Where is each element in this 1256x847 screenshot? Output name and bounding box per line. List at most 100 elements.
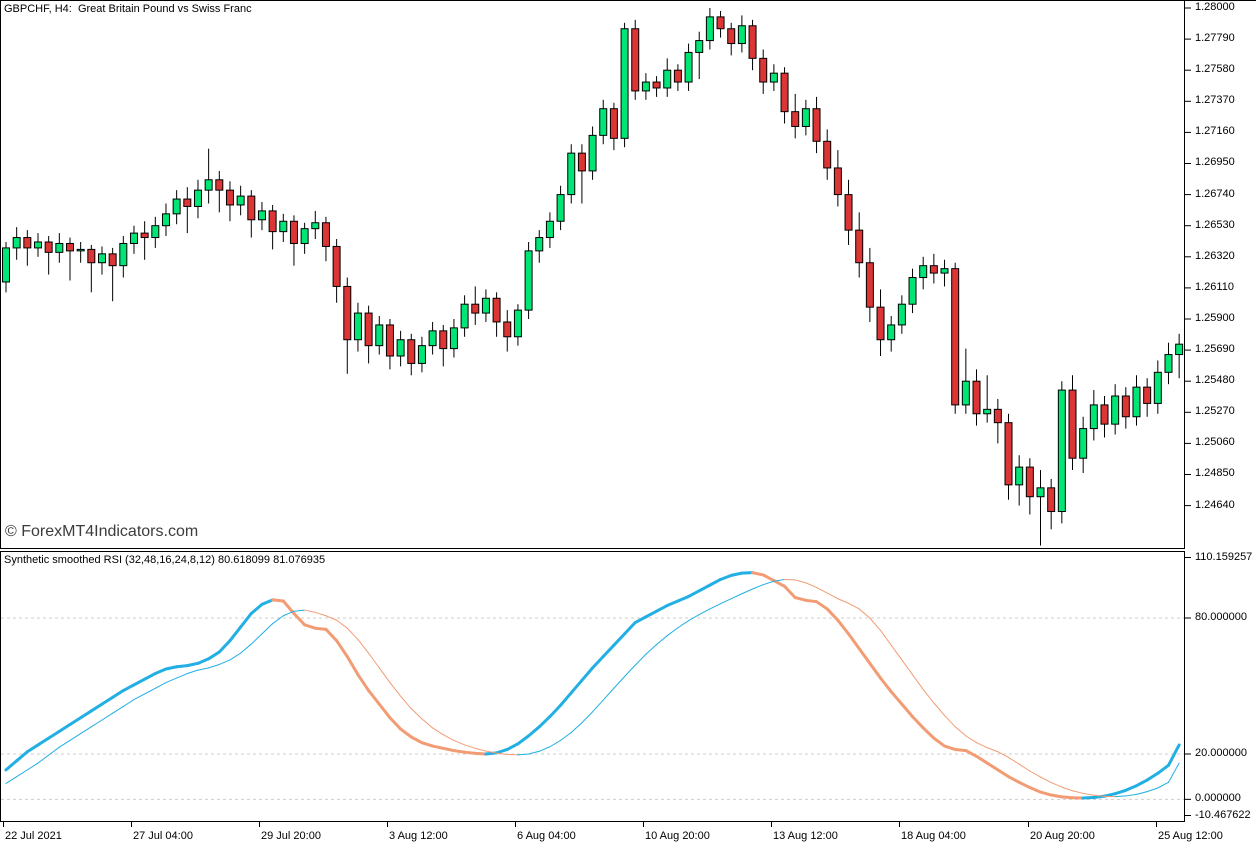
rsi-main-segment [879, 676, 893, 694]
rsi-signal-segment [944, 714, 956, 728]
rsi-signal-segment [912, 674, 924, 690]
rsi-signal-segment [314, 611, 327, 617]
rsi-main-segment [4, 759, 19, 772]
rsi-signal-segment [837, 598, 850, 604]
rsi-signal-segment [1125, 793, 1137, 797]
price-axis[interactable]: 1.28000 1.27790 1.27580 1.27370 1.27160 1.269… [1185, 0, 1256, 822]
rsi-signal-segment [346, 627, 359, 641]
bull-candle [513, 309, 522, 338]
time-axis-label: 25 Aug 12:00 [1158, 830, 1223, 842]
rsi-main-segment [751, 571, 765, 577]
bear-candle [183, 198, 192, 207]
bull-candle [769, 72, 778, 83]
rsi-main-segment [783, 584, 797, 600]
rsi-signal-segment [176, 673, 188, 679]
rsi-main-segment [623, 621, 637, 636]
rsi-main-segment [932, 736, 947, 748]
indicator-axis-label: 110.159257 [1195, 550, 1253, 563]
bear-candle [1047, 487, 1056, 513]
rsi-main-segment [249, 602, 264, 615]
rsi-main-segment [591, 655, 605, 670]
bull-candle [908, 277, 917, 305]
price-axis-label: 1.27160 [1195, 125, 1235, 138]
rsi-main-segment [143, 672, 157, 681]
rsi-signal-segment [1157, 781, 1169, 789]
rsi-main-segment [79, 709, 93, 720]
rsi-signal-segment [645, 644, 658, 655]
rsi-main-segment [409, 735, 424, 745]
time-axis-label: 13 Aug 12:00 [773, 830, 838, 842]
rsi-main-segment [612, 632, 627, 647]
rsi-main-segment [985, 761, 1000, 772]
bull-candle [545, 220, 554, 239]
bull-candle [460, 303, 469, 329]
main-chart-panel[interactable] [0, 0, 1185, 549]
rsi-main-segment [1028, 786, 1043, 794]
price-axis-label: 1.27370 [1195, 94, 1235, 107]
rsi-main-segment [228, 625, 243, 643]
rsi-signal-segment [773, 578, 786, 582]
rsi-signal-segment [432, 727, 444, 736]
indicator-panel[interactable] [0, 552, 1185, 822]
rsi-signal-segment [240, 643, 252, 654]
bull-candle [119, 242, 128, 267]
rsi-signal-segment [154, 682, 167, 689]
rsi-main-segment [271, 598, 285, 603]
indicator-axis-label: 20.000000 [1195, 747, 1247, 759]
rsi-main-segment [185, 661, 200, 668]
rsi-main-segment [36, 736, 51, 747]
bear-candle [215, 179, 224, 191]
bear-candle [343, 285, 352, 341]
rsi-main-segment [687, 589, 701, 598]
time-axis-label: 20 Aug 20:00 [1030, 830, 1095, 842]
bull-candle [940, 268, 949, 274]
price-axis-label: 1.27580 [1195, 63, 1235, 76]
bull-candle [897, 303, 906, 326]
rsi-main-segment [1039, 790, 1053, 797]
rsi-signal-segment [666, 627, 679, 637]
rsi-main-segment [377, 702, 392, 720]
rsi-signal-segment [37, 754, 50, 764]
bull-candle [257, 210, 266, 221]
rsi-main-segment [857, 647, 872, 665]
time-axis-label: 27 Jul 04:00 [133, 830, 193, 842]
indicator-label: Synthetic smoothed RSI (32,48,16,24,8,12… [4, 554, 326, 566]
bear-candle [23, 237, 32, 249]
bull-candle [449, 327, 458, 350]
time-axis-label: 29 Jul 20:00 [261, 830, 321, 842]
rsi-main-segment [505, 742, 520, 751]
rsi-signal-segment [720, 598, 732, 605]
rsi-main-segment [111, 689, 125, 699]
rsi-main-segment [89, 702, 104, 713]
bull-candle [353, 312, 362, 341]
bull-candle [428, 330, 437, 347]
rsi-main-segment [847, 632, 861, 651]
price-axis-label: 1.27790 [1195, 32, 1235, 45]
rsi-main-segment [953, 747, 968, 753]
bull-candle [236, 195, 245, 206]
rsi-signal-segment [741, 588, 754, 595]
rsi-main-segment [633, 615, 648, 625]
rsi-main-segment [708, 577, 723, 587]
rsi-main-segment [1166, 743, 1181, 767]
bull-candle [172, 198, 181, 215]
bull-candle [556, 194, 565, 222]
rsi-main-segment [943, 744, 957, 751]
bear-candle [748, 25, 757, 59]
time-axis[interactable]: 22 Jul 2021 27 Jul 04:00 29 Jul 20:00 3 Aug… [0, 822, 1256, 847]
bear-candle [364, 312, 373, 347]
bear-candle [844, 194, 853, 231]
bear-candle [673, 69, 682, 83]
rsi-signal-segment [144, 687, 156, 695]
bull-candle [151, 225, 160, 239]
rsi-main-segment [1113, 788, 1128, 796]
time-axis-label: 22 Jul 2021 [5, 830, 62, 842]
rsi-main-segment [815, 600, 829, 611]
rsi-signal-segment [261, 623, 274, 635]
rsi-signal-segment [1135, 791, 1148, 795]
rsi-signal-segment [656, 635, 668, 646]
rsi-signal-segment [922, 688, 935, 704]
rsi-main-segment [836, 618, 851, 636]
rsi-signal-segment [730, 593, 743, 600]
rsi-main-segment [1060, 795, 1074, 800]
